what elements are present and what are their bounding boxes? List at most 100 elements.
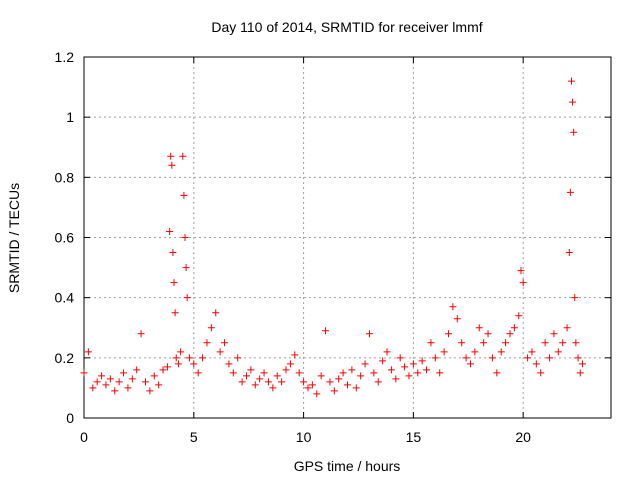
data-point [179, 152, 187, 160]
data-point [392, 375, 400, 383]
data-point [221, 339, 229, 347]
data-point [519, 279, 527, 287]
data-point [169, 249, 177, 257]
data-point [348, 366, 356, 374]
data-point [247, 366, 255, 374]
data-point [528, 348, 536, 356]
chart-title: Day 110 of 2014, SRMTID for receiver lmm… [211, 19, 482, 35]
data-point [466, 360, 474, 368]
data-point [572, 339, 580, 347]
data-point [387, 366, 395, 374]
data-point [574, 354, 582, 362]
data-point [565, 249, 573, 257]
data-point [177, 348, 185, 356]
data-point [106, 375, 114, 383]
x-tick-label: 15 [406, 429, 422, 445]
data-point [278, 378, 286, 386]
data-point [150, 372, 158, 380]
data-point [401, 363, 409, 371]
x-tick-label: 5 [190, 429, 198, 445]
data-point [166, 227, 174, 235]
data-point [141, 378, 149, 386]
data-point [510, 324, 518, 332]
x-tick-label: 20 [515, 429, 531, 445]
data-point [291, 351, 299, 359]
data-point [409, 360, 417, 368]
data-point [335, 375, 343, 383]
data-point [566, 188, 574, 196]
data-point [225, 360, 233, 368]
data-point [234, 354, 242, 362]
data-point [313, 390, 321, 398]
data-point [423, 366, 431, 374]
data-point [414, 369, 422, 377]
data-point [537, 369, 545, 377]
data-point [405, 372, 413, 380]
data-point [286, 360, 294, 368]
data-point [256, 375, 264, 383]
data-point [180, 191, 188, 199]
data-point [374, 378, 382, 386]
data-point [273, 372, 281, 380]
data-point [190, 360, 198, 368]
data-point [471, 348, 479, 356]
data-point [260, 369, 268, 377]
y-tick-label: 0 [66, 410, 74, 426]
data-point [383, 348, 391, 356]
data-point [167, 152, 175, 160]
data-point [361, 360, 369, 368]
x-tick-label: 10 [296, 429, 312, 445]
data-point [570, 128, 578, 136]
data-point [449, 303, 457, 311]
data-point [111, 387, 119, 395]
data-point [431, 354, 439, 362]
data-point [330, 387, 338, 395]
y-tick-label: 1 [66, 109, 74, 125]
data-point [506, 330, 514, 338]
data-point [159, 366, 167, 374]
data-point [207, 324, 215, 332]
data-point [502, 339, 510, 347]
data-point [171, 309, 179, 317]
y-tick-label: 0.8 [55, 169, 75, 185]
data-point [212, 309, 220, 317]
data-point [578, 360, 586, 368]
data-point [379, 357, 387, 365]
data-point [264, 378, 272, 386]
data-point [238, 378, 246, 386]
data-point [559, 339, 567, 347]
data-point [445, 330, 453, 338]
x-axis-label: GPS time / hours [294, 458, 401, 474]
data-point [550, 330, 558, 338]
data-point [300, 378, 308, 386]
data-point [352, 384, 360, 392]
data-point [475, 324, 483, 332]
data-point [93, 378, 101, 386]
y-tick-label: 1.2 [55, 49, 75, 65]
data-point [251, 381, 259, 389]
data-point [396, 354, 404, 362]
data-point [515, 312, 523, 320]
tick-marks [83, 56, 611, 419]
data-point [317, 372, 325, 380]
data-point [172, 354, 180, 362]
data-point [308, 381, 316, 389]
data-point [183, 294, 191, 302]
data-point [576, 369, 584, 377]
y-axis-label: SRMTID / TECUs [6, 183, 22, 293]
data-point [182, 264, 190, 272]
data-point [326, 378, 334, 386]
data-point [89, 384, 97, 392]
data-point [80, 369, 88, 377]
data-point [563, 324, 571, 332]
data-point [185, 354, 193, 362]
data-point [541, 339, 549, 347]
data-point [571, 294, 579, 302]
data-point [170, 279, 178, 287]
data-point [229, 369, 237, 377]
data-point [155, 381, 163, 389]
data-point [98, 372, 106, 380]
y-tick-label: 0.2 [55, 350, 75, 366]
data-point [133, 366, 141, 374]
